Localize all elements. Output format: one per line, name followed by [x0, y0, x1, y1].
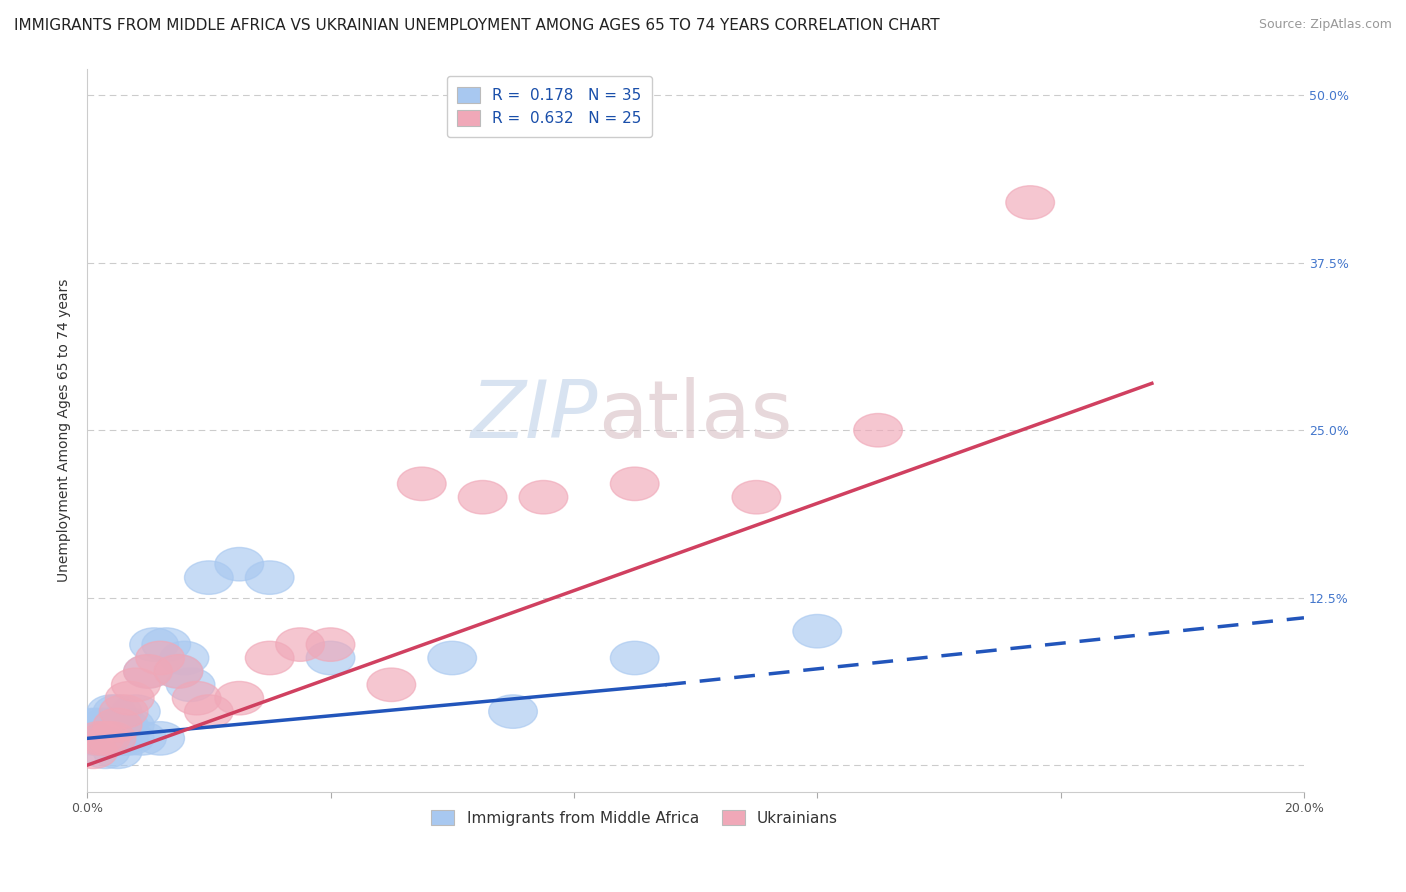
Ellipse shape [93, 708, 142, 742]
Ellipse shape [87, 695, 136, 729]
Ellipse shape [155, 655, 202, 688]
Ellipse shape [82, 722, 129, 756]
Ellipse shape [87, 722, 136, 756]
Ellipse shape [610, 641, 659, 674]
Ellipse shape [111, 695, 160, 729]
Ellipse shape [853, 414, 903, 447]
Ellipse shape [136, 641, 184, 674]
Ellipse shape [87, 708, 136, 742]
Legend: Immigrants from Middle Africa, Ukrainians: Immigrants from Middle Africa, Ukrainian… [422, 801, 846, 835]
Ellipse shape [69, 722, 118, 756]
Ellipse shape [398, 467, 446, 500]
Ellipse shape [124, 655, 173, 688]
Ellipse shape [173, 681, 221, 714]
Ellipse shape [69, 735, 118, 769]
Ellipse shape [82, 722, 129, 756]
Ellipse shape [69, 708, 118, 742]
Ellipse shape [82, 735, 129, 769]
Ellipse shape [215, 681, 263, 714]
Ellipse shape [519, 481, 568, 514]
Y-axis label: Unemployment Among Ages 65 to 74 years: Unemployment Among Ages 65 to 74 years [58, 278, 72, 582]
Ellipse shape [75, 722, 124, 756]
Ellipse shape [105, 708, 155, 742]
Ellipse shape [245, 561, 294, 594]
Ellipse shape [155, 655, 202, 688]
Ellipse shape [93, 722, 142, 756]
Ellipse shape [75, 708, 124, 742]
Ellipse shape [166, 668, 215, 701]
Ellipse shape [111, 668, 160, 701]
Ellipse shape [100, 722, 148, 756]
Ellipse shape [427, 641, 477, 674]
Ellipse shape [75, 722, 124, 756]
Ellipse shape [367, 668, 416, 701]
Ellipse shape [82, 708, 129, 742]
Ellipse shape [93, 695, 142, 729]
Ellipse shape [184, 561, 233, 594]
Ellipse shape [610, 467, 659, 500]
Text: ZIP: ZIP [471, 376, 598, 455]
Ellipse shape [184, 695, 233, 729]
Ellipse shape [307, 641, 354, 674]
Ellipse shape [124, 655, 173, 688]
Ellipse shape [118, 722, 166, 756]
Text: Source: ZipAtlas.com: Source: ZipAtlas.com [1258, 18, 1392, 31]
Ellipse shape [142, 628, 191, 661]
Ellipse shape [93, 735, 142, 769]
Text: IMMIGRANTS FROM MIDDLE AFRICA VS UKRAINIAN UNEMPLOYMENT AMONG AGES 65 TO 74 YEAR: IMMIGRANTS FROM MIDDLE AFRICA VS UKRAINI… [14, 18, 939, 33]
Ellipse shape [458, 481, 508, 514]
Ellipse shape [489, 695, 537, 729]
Ellipse shape [307, 628, 354, 661]
Ellipse shape [245, 641, 294, 674]
Ellipse shape [129, 628, 179, 661]
Text: atlas: atlas [598, 376, 793, 455]
Ellipse shape [136, 722, 184, 756]
Ellipse shape [100, 695, 148, 729]
Ellipse shape [215, 548, 263, 581]
Ellipse shape [105, 722, 155, 756]
Ellipse shape [93, 708, 142, 742]
Ellipse shape [793, 615, 842, 648]
Ellipse shape [276, 628, 325, 661]
Ellipse shape [733, 481, 780, 514]
Ellipse shape [100, 708, 148, 742]
Ellipse shape [105, 681, 155, 714]
Ellipse shape [1005, 186, 1054, 219]
Ellipse shape [160, 641, 209, 674]
Ellipse shape [87, 722, 136, 756]
